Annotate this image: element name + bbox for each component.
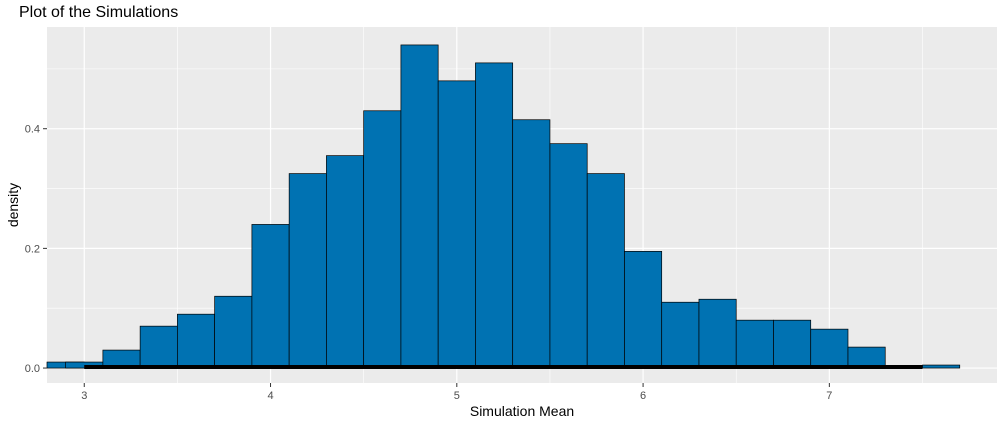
- histogram-bars: [46, 44, 961, 369]
- y-axis-label: density: [5, 183, 21, 227]
- y-axis-ticks: 0.0 0.2 0.4: [25, 124, 47, 375]
- histogram-bar: [363, 110, 402, 369]
- histogram-bar: [512, 119, 551, 369]
- x-tick-label: 3: [81, 390, 87, 402]
- histogram-bar: [773, 319, 812, 369]
- chart-title: Plot of the Simulations: [19, 4, 179, 21]
- histogram-bar: [661, 301, 700, 369]
- histogram-bar: [549, 143, 588, 369]
- histogram-bar: [326, 155, 365, 369]
- x-tick-label: 6: [640, 390, 646, 402]
- histogram-bar: [437, 80, 476, 369]
- histogram-bar: [624, 251, 663, 369]
- histogram-bar: [251, 224, 290, 369]
- x-axis-label: Simulation Mean: [470, 403, 574, 419]
- histogram-bar: [139, 325, 178, 369]
- y-tick-label: 0.0: [25, 363, 40, 375]
- histogram-bar: [288, 173, 327, 369]
- histogram-bar: [810, 328, 849, 369]
- y-tick-label: 0.2: [25, 243, 40, 255]
- histogram-bar: [847, 346, 886, 369]
- x-tick-label: 4: [267, 390, 273, 402]
- x-tick-label: 5: [454, 390, 460, 402]
- histogram-bar: [400, 44, 439, 369]
- x-tick-label: 7: [826, 390, 832, 402]
- histogram-bar: [177, 313, 215, 369]
- histogram-bar: [735, 319, 774, 369]
- histogram-bar: [475, 62, 514, 369]
- histogram-bar: [698, 298, 737, 369]
- x-axis-ticks: 3 4 5 6 7: [81, 383, 832, 402]
- histogram-bar: [922, 364, 961, 369]
- y-tick-label: 0.4: [25, 124, 40, 136]
- histogram-bar: [214, 295, 253, 369]
- histogram-bar: [586, 173, 625, 369]
